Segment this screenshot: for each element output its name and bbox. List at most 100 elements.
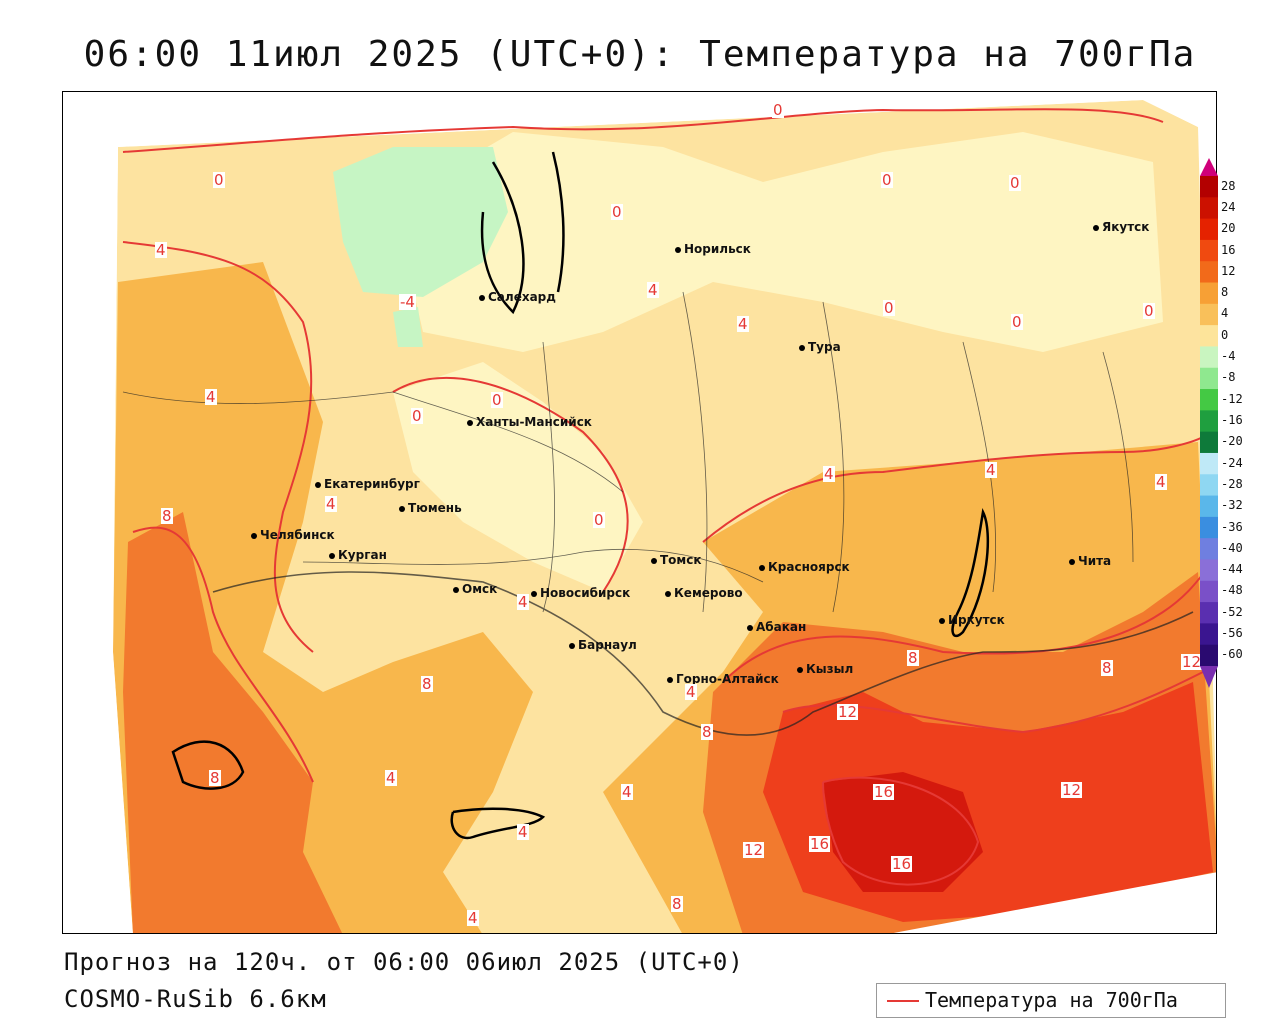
- colorbar-tick-label: 24: [1221, 199, 1236, 214]
- city-abakan[interactable]: Абакан: [747, 620, 806, 634]
- legend-label: Температура на 700гПа: [925, 988, 1178, 1012]
- colorbar-bottom-arrow: [1200, 666, 1218, 688]
- field-cold-pocket-small: [393, 307, 423, 347]
- isotherm-label: 8: [209, 769, 221, 787]
- admin-border-g: [302, 549, 764, 583]
- colorbar-tick-label: -8: [1221, 370, 1236, 385]
- field-cool-central: [393, 362, 643, 592]
- colorbar-band: [1200, 389, 1218, 411]
- colorbar-band: [1200, 602, 1218, 624]
- city-salekhard[interactable]: Салехард: [479, 290, 556, 304]
- city-yakutsk[interactable]: Якутск: [1093, 220, 1149, 234]
- coastline-gulf: [551, 151, 565, 293]
- city-krasnoyarsk[interactable]: Красноярск: [759, 560, 850, 574]
- isotherm-label: 16: [891, 855, 913, 873]
- colorbar-band: [1200, 495, 1218, 518]
- city-tura[interactable]: Тура: [799, 340, 841, 354]
- isotherm-label: 4: [685, 683, 697, 701]
- isotherm-label: 4: [621, 783, 633, 801]
- isotherm-label: 4: [823, 465, 835, 483]
- colorbar-band: [1200, 538, 1218, 560]
- colorbar-band: [1200, 559, 1218, 582]
- city-kemerovo[interactable]: Кемерово: [665, 586, 743, 600]
- colorbar-band: [1200, 644, 1218, 667]
- isotherm-label: 8: [907, 649, 919, 667]
- city-tomsk[interactable]: Томск: [651, 553, 702, 567]
- city-gorno-altaysk[interactable]: Горно-Алтайск: [667, 672, 779, 686]
- city-irkutsk[interactable]: Иркутск: [939, 613, 1005, 627]
- isotherm-0-north: [122, 108, 1164, 153]
- admin-border-f: [1102, 351, 1134, 563]
- colorbar-tick-label: -16: [1221, 413, 1243, 427]
- colorbar-band: [1200, 623, 1218, 646]
- isotherm-label: 4: [1155, 473, 1167, 491]
- colorbar-bands: [1200, 176, 1218, 667]
- isotherm-label: 8: [421, 675, 433, 693]
- isotherm-label: 4: [985, 461, 997, 479]
- city-chelyabinsk[interactable]: Челябинск: [251, 528, 335, 542]
- colorbar-tick-label: -24: [1221, 455, 1243, 470]
- city-kyzyl[interactable]: Кызыл: [797, 662, 853, 676]
- city-chita[interactable]: Чита: [1069, 554, 1111, 568]
- isotherm-label: 12: [837, 703, 859, 721]
- isotherm-label: 4: [467, 909, 479, 927]
- colorbar-tick-label: -44: [1221, 562, 1243, 577]
- colorbar-band: [1200, 516, 1218, 539]
- isotherm-label: 0: [1143, 302, 1155, 320]
- city-omsk[interactable]: Омск: [453, 582, 497, 596]
- colorbar-tick-label: -4: [1221, 349, 1236, 364]
- colorbar-band: [1200, 367, 1218, 390]
- admin-border-d: [822, 301, 845, 613]
- isotherm-label: 12: [1181, 653, 1203, 671]
- colorbar: [1200, 158, 1218, 688]
- isotherm-0-central: [392, 376, 629, 593]
- lake-baikal: [951, 507, 990, 638]
- colorbar-band: [1200, 410, 1218, 433]
- isotherm-label: 4: [325, 495, 337, 513]
- map-canvas: [63, 92, 1216, 933]
- isotherm-label: 0: [1009, 174, 1021, 192]
- city-kurgan[interactable]: Курган: [329, 548, 387, 562]
- colorbar-tick-label: 28: [1221, 178, 1236, 193]
- city-barnaul[interactable]: Барнаул: [569, 638, 637, 652]
- city-ekaterinburg[interactable]: Екатеринбург: [315, 477, 420, 491]
- isotherm-label: 8: [671, 895, 683, 913]
- isotherm-label: 0: [772, 101, 784, 119]
- isotherm-label: 16: [809, 835, 831, 853]
- city-novosibirsk[interactable]: Новосибирск: [531, 586, 630, 600]
- isotherm-label: 12: [1061, 781, 1083, 799]
- admin-border-b: [542, 341, 555, 613]
- colorbar-band: [1200, 346, 1218, 369]
- isotherm-16: [822, 776, 980, 886]
- field-16-plus: [823, 772, 983, 892]
- forecast-info: Прогноз на 120ч. от 06:00 06июл 2025 (UT…: [64, 948, 744, 976]
- colorbar-tick-label: -32: [1221, 498, 1243, 513]
- isotherm-8-southeast: [722, 561, 1214, 683]
- isotherm-label: 4: [205, 388, 217, 406]
- isotherm-label: 0: [881, 171, 893, 189]
- colorbar-tick-label: 20: [1221, 221, 1236, 236]
- model-info: COSMO-RuSib 6.6км: [64, 985, 327, 1013]
- isotherm-label: 4: [155, 241, 167, 259]
- map-title: 06:00 11июл 2025 (UTC+0): Температура на…: [83, 34, 1197, 75]
- isotherm-label: 0: [491, 391, 503, 409]
- isotherm-label: 0: [213, 171, 225, 189]
- city-khanty-mansiysk[interactable]: Ханты-Мансийск: [467, 415, 592, 429]
- city-tyumen[interactable]: Тюмень: [399, 501, 462, 515]
- colorbar-tick-label: 12: [1221, 263, 1236, 278]
- isotherm-label: 16: [873, 783, 895, 801]
- isotherm-label: 0: [611, 203, 623, 221]
- isotherm-label: 4: [737, 315, 749, 333]
- colorbar-band: [1200, 325, 1218, 347]
- colorbar-top-arrow: [1200, 158, 1218, 176]
- colorbar-band: [1200, 431, 1218, 454]
- city-norilsk[interactable]: Норильск: [675, 242, 751, 256]
- temperature-map[interactable]: Норильск Якутск Салехард Тура Ханты-Манс…: [62, 91, 1217, 934]
- domain-mask-bottom-right: [893, 872, 1216, 933]
- admin-border-c: [682, 291, 708, 613]
- colorbar-tick-label: -12: [1221, 391, 1243, 406]
- colorbar-tick-label: -28: [1221, 476, 1243, 491]
- colorbar-tick-label: 0: [1221, 327, 1229, 342]
- field-cold-pocket: [333, 147, 508, 297]
- colorbar-tick-label: -60: [1221, 647, 1243, 662]
